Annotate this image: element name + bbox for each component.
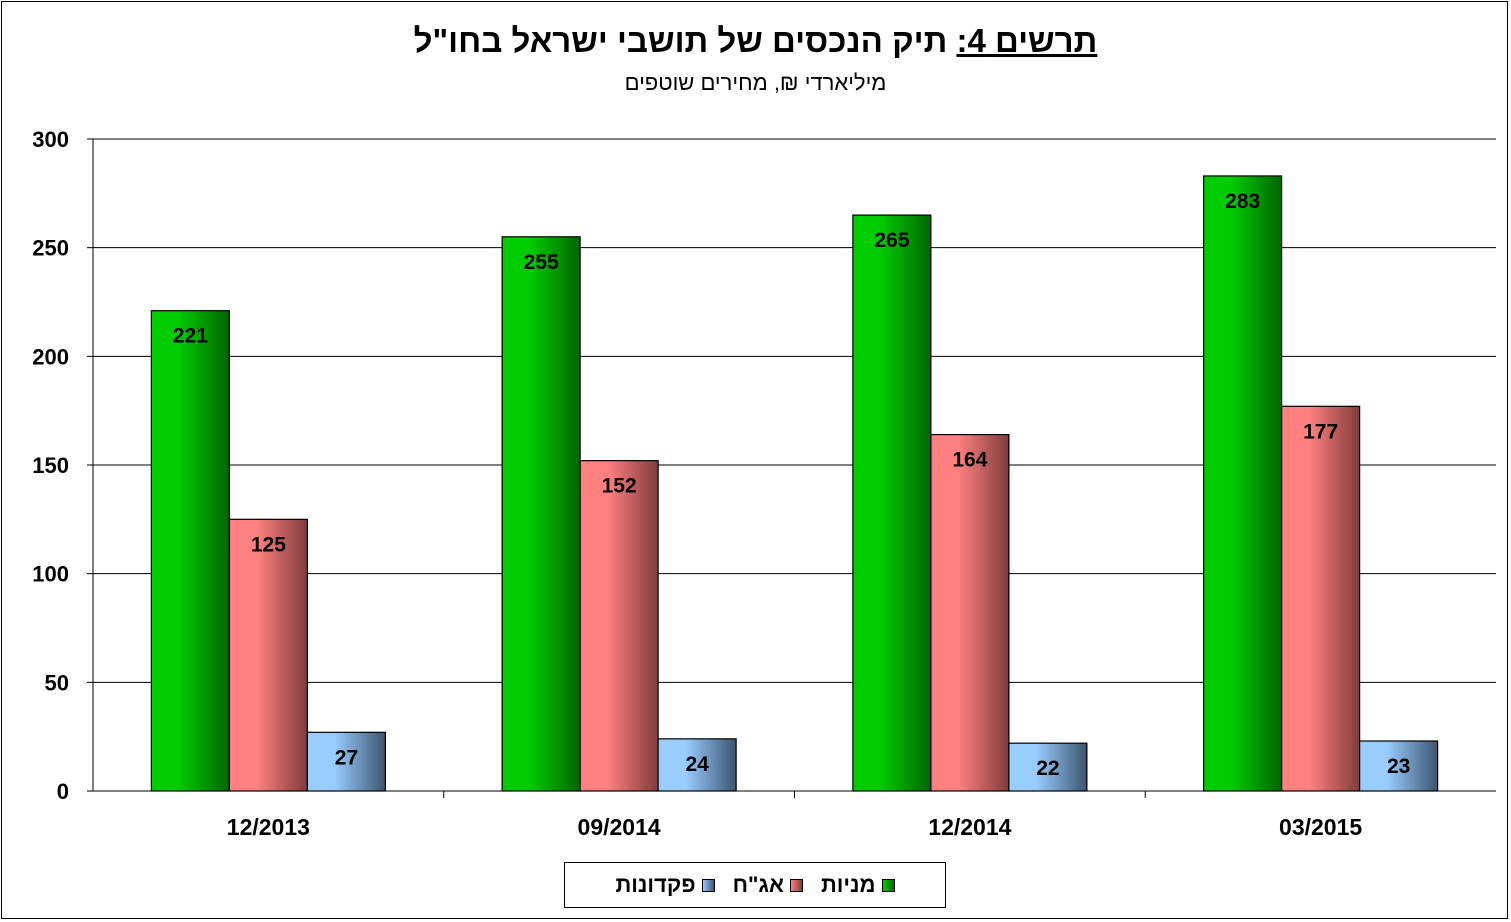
data-label: 24 [685,753,709,776]
y-tick-label: 200 [32,344,69,369]
bar-deposits [1359,740,1439,792]
x-tick-label: 12/2013 [227,814,310,840]
data-label: 152 [602,475,637,498]
x-tick-label: 12/2014 [928,814,1011,840]
y-tick-label: 300 [32,127,69,152]
data-labels: 221 125 27 255 152 24 265 164 22 283 177 23 [173,190,1410,780]
axes: 0 50 100 150 200 250 300 12/2013 09/2014 12/2014 0… [32,127,1496,840]
bar-stocks [852,214,932,792]
data-label: 125 [251,533,286,556]
bar-deposits [1008,742,1088,792]
legend-label-deposits: פקדונות [615,872,696,897]
data-label: 164 [952,449,987,472]
legend-item-bonds: אג"ח [733,872,803,898]
legend-swatch-bonds [789,878,803,892]
bar-bonds [1281,405,1361,792]
legend-item-deposits: פקדונות [616,872,715,898]
data-label: 27 [335,746,358,769]
data-label: 255 [524,251,559,274]
x-tick-label: 03/2015 [1279,814,1362,840]
chart-subtitle: מיליארדי ₪, מחירים שוטפים [624,70,887,95]
chart-title: תרשים 4: תיק הנכסים של תושבי ישראל בחו"ל [0,22,1511,60]
data-label: 283 [1225,190,1260,213]
y-tick-label: 150 [32,453,69,478]
y-tick-label: 50 [45,670,69,695]
bar-bonds [930,433,1010,792]
bar-stocks [501,236,581,792]
chart-title-prefix: תרשים 4: [956,22,1098,59]
legend-swatch-stocks [881,878,895,892]
bar-bonds [228,518,308,792]
bar-stocks [1203,175,1283,792]
data-label: 265 [874,229,909,252]
bar-deposits [306,731,386,792]
chart-title-main: תיק הנכסים של תושבי ישראל בחו"ל [413,22,948,59]
legend-label-stocks: מניות [820,872,876,897]
bar-stocks [150,310,230,792]
data-label: 22 [1036,757,1059,780]
data-label: 23 [1387,755,1410,778]
bars [150,175,1439,792]
x-tick-label: 09/2014 [578,814,661,840]
y-tick-label: 100 [32,562,69,587]
bar-bonds [579,460,659,792]
data-label: 221 [173,325,208,348]
bar-deposits [657,738,737,792]
legend: מניות אג"ח פקדונות [564,862,946,908]
y-tick-label: 0 [57,779,69,804]
bar-chart: 221 125 27 255 152 24 265 164 22 283 177 23 0 50 100 1… [32,127,1496,840]
legend-label-bonds: אג"ח [732,872,784,897]
y-tick-label: 250 [32,236,69,261]
data-label: 177 [1303,420,1338,443]
legend-swatch-deposits [701,878,715,892]
legend-item-stocks: מניות [821,872,895,898]
